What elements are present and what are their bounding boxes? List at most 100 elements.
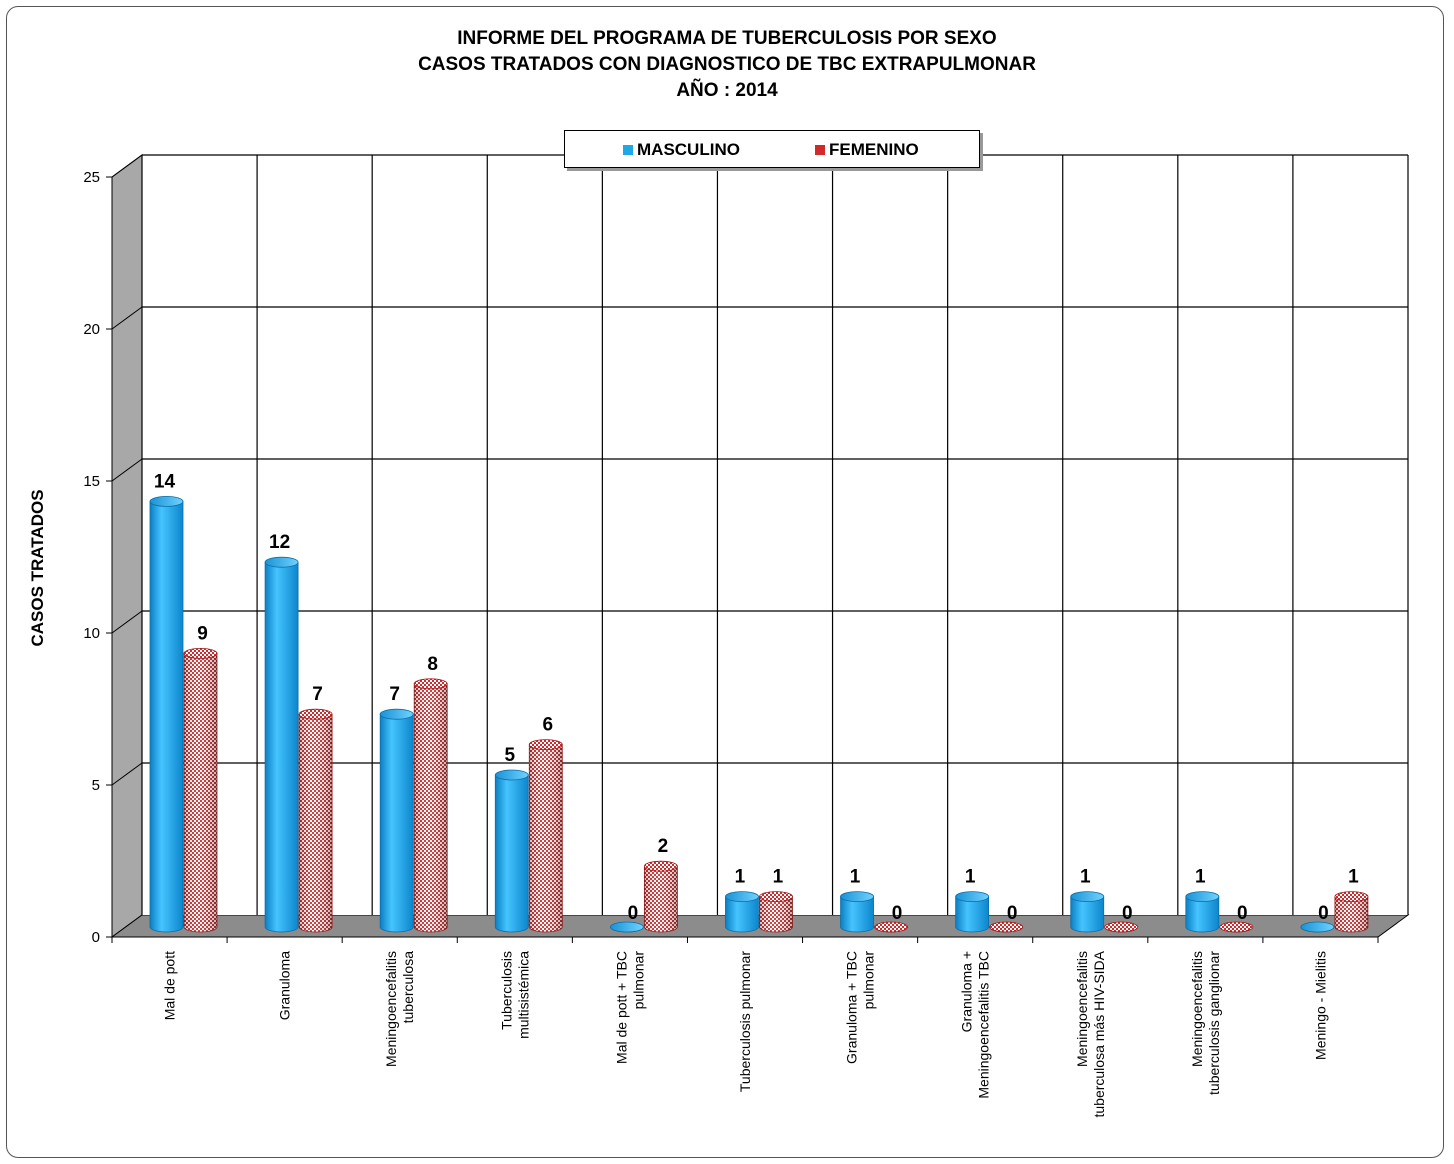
side-wall — [111, 154, 143, 938]
category-label: Tuberculosis pulmonar — [737, 951, 753, 1092]
bar-masculino — [1185, 891, 1220, 933]
data-label-masculino: 0 — [628, 903, 639, 924]
bar-femenino — [759, 891, 793, 933]
data-label-femenino: 1 — [1348, 867, 1359, 888]
bar-shade — [759, 896, 793, 933]
y-axis-label: CASOS TRATADOS — [28, 489, 47, 647]
bar-top — [413, 678, 448, 690]
category-label: Mal de pott — [162, 951, 178, 1020]
category-label-line: pulmonar — [630, 951, 646, 1010]
bar-top — [1104, 921, 1139, 933]
category-label-line: tuberculosa — [400, 951, 416, 1024]
bar-femenino — [413, 678, 448, 933]
bar-top — [759, 891, 793, 902]
data-label-femenino: 0 — [892, 903, 903, 924]
category-label-line: Meningoencefalitis — [1189, 951, 1205, 1067]
bar-masculino — [149, 495, 184, 933]
category-label-line: Tuberculosis — [498, 951, 514, 1030]
bar-shade — [299, 714, 333, 933]
legend-swatch-femenino — [815, 145, 825, 155]
bar-masculino — [379, 708, 414, 933]
gridline-side — [111, 762, 143, 786]
bar-top — [1300, 921, 1335, 933]
bar-shade — [1334, 896, 1368, 933]
legend-label-masculino: MASCULINO — [637, 140, 740, 159]
data-label-masculino: 14 — [154, 471, 176, 492]
data-label-masculino: 12 — [269, 532, 290, 553]
bar-shade — [414, 683, 448, 933]
legend: MASCULINO FEMENINO — [564, 130, 980, 168]
category-label-line: Mal de pott + TBC — [613, 951, 629, 1064]
bar-femenino — [298, 708, 333, 933]
bar-top — [298, 708, 333, 720]
bar-masculino — [725, 891, 759, 933]
category-label: Tuberculosis multisistémica — [498, 951, 531, 1039]
bar-top — [643, 860, 678, 872]
data-label-masculino: 1 — [965, 867, 976, 888]
data-label-masculino: 1 — [1195, 867, 1206, 888]
bar-body — [494, 774, 529, 933]
bar-body — [264, 561, 299, 933]
bar-masculino — [1070, 891, 1105, 933]
legend-swatch-masculino — [623, 145, 633, 155]
chart-bars — [149, 495, 1369, 933]
gridline-side — [111, 306, 143, 330]
bar-body — [1070, 896, 1105, 933]
category-label: Meningo - Mielitis — [1312, 951, 1328, 1060]
bar-top — [1219, 921, 1254, 933]
chart-subtitle: CASOS TRATADOS CON DIAGNOSTICO DE TBC EX… — [418, 54, 1036, 75]
bar-top — [840, 891, 874, 902]
category-label: Granuloma + TBC pulmonar — [844, 951, 877, 1064]
bar-masculino — [840, 891, 874, 933]
data-label-masculino: 1 — [735, 867, 746, 888]
data-label-masculino: 1 — [1080, 867, 1091, 888]
bar-top — [1334, 891, 1369, 902]
category-label-line: Granuloma — [277, 951, 293, 1020]
bar-shade — [644, 866, 678, 933]
category-label-line: pulmonar — [861, 951, 877, 1010]
data-label-femenino: 7 — [312, 684, 323, 705]
bar-femenino — [528, 739, 563, 933]
category-label-line: tuberculosis ganglionar — [1206, 951, 1222, 1095]
back-wall — [142, 155, 1408, 915]
bar-shade — [184, 653, 217, 933]
y-tick-label: 15 — [83, 473, 100, 490]
bar-top — [183, 648, 218, 659]
bar-top — [955, 891, 990, 902]
data-label-femenino: 1 — [773, 867, 784, 888]
y-tick-label: 10 — [83, 625, 100, 642]
bar-top — [989, 921, 1024, 933]
category-label: Granuloma + Meningoencefalitis TBC — [959, 951, 992, 1099]
bar-body — [840, 896, 874, 933]
legend-item-femenino: FEMENINO — [815, 140, 919, 160]
chart-year: AÑO : 2014 — [676, 80, 778, 101]
y-axis: 0 5 10 15 20 25 — [83, 169, 113, 946]
bar-femenino — [1219, 921, 1254, 933]
bar-top — [874, 921, 908, 933]
category-label: Granuloma — [277, 951, 293, 1020]
bar-femenino — [989, 921, 1024, 933]
bar-masculino — [609, 921, 644, 933]
data-label-femenino: 9 — [197, 623, 208, 644]
bar-femenino — [183, 648, 218, 933]
legend-item-masculino: MASCULINO — [623, 140, 740, 160]
data-label-femenino: 0 — [1007, 903, 1018, 924]
data-label-femenino: 0 — [1237, 903, 1248, 924]
category-label: Mal de pott + TBC pulmonar — [613, 951, 646, 1064]
bar-top — [494, 769, 529, 781]
y-tick-label: 25 — [83, 169, 100, 186]
bar-femenino — [874, 921, 908, 933]
bar-top — [528, 739, 563, 750]
category-label: Meningoencefalitis tuberculosa — [383, 951, 416, 1067]
category-label-line: Tuberculosis pulmonar — [737, 951, 753, 1092]
data-label-femenino: 0 — [1122, 903, 1133, 924]
y-tick-label: 5 — [92, 777, 100, 794]
data-label-femenino: 8 — [427, 654, 438, 675]
gridline-side — [111, 154, 143, 178]
bar-top — [1070, 891, 1105, 902]
bar-masculino — [1300, 921, 1335, 933]
category-label-line: multisistémica — [515, 951, 531, 1039]
x-axis: Mal de pott Granuloma Meningoencefalitis tu… — [111, 937, 1379, 1118]
